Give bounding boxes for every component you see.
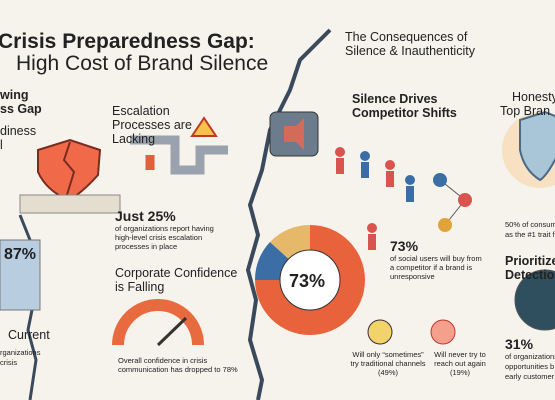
speaker	[284, 118, 304, 150]
subheading: diness	[0, 124, 37, 138]
text: opportunities b	[505, 362, 555, 371]
pedestal	[19, 194, 121, 214]
network	[433, 173, 472, 232]
donut	[254, 224, 365, 335]
text: of social users will buy from a competit…	[390, 254, 482, 281]
text: Overall confidence in crisis communicati…	[118, 356, 238, 374]
stat: 73%	[390, 238, 419, 254]
gauge-needle	[156, 316, 188, 347]
heading: The Consequences of Silence & Inauthenti…	[345, 30, 475, 58]
text: Will only “sometimes” try traditional ch…	[350, 350, 426, 377]
radar	[514, 269, 555, 331]
text: of organizations	[505, 352, 555, 361]
heading: Silence Drives Competitor Shifts	[352, 92, 457, 120]
x-icon	[430, 319, 456, 345]
gauge	[112, 299, 204, 346]
text: 50% of consum	[505, 220, 555, 229]
pipes	[130, 135, 228, 175]
title: High Cost of Brand Silence	[16, 52, 269, 75]
stat: Just 25%	[115, 208, 176, 224]
warning-icon	[190, 116, 218, 137]
heading: Top Bran	[500, 104, 551, 118]
heading: ss Gap	[0, 102, 42, 116]
text: of organizations report having high-leve…	[115, 224, 214, 251]
text: rganizations	[0, 348, 41, 357]
shield	[519, 110, 555, 182]
donut-label: 73%	[289, 271, 326, 291]
heading: Corporate Confidence is Falling	[115, 266, 238, 294]
text: early customer	[505, 372, 555, 381]
phone-icon	[367, 319, 393, 345]
text: Will never try to reach out again (19%)	[434, 350, 486, 377]
heading: Honesty	[512, 90, 555, 104]
text: as the #1 trait fo	[505, 230, 555, 239]
heading: Detection	[505, 268, 555, 282]
title: Crisis Preparedness Gap:	[0, 30, 255, 53]
text: crisis	[0, 358, 18, 367]
crack	[245, 28, 332, 400]
heading: Prioritize	[505, 254, 555, 268]
stat: 31%	[505, 336, 534, 352]
stat-box	[0, 239, 41, 311]
heading: wing	[0, 88, 29, 102]
shield-crack	[62, 141, 76, 199]
heading: Escalation Processes are Lacking	[112, 104, 192, 146]
subheading: l	[0, 138, 3, 152]
people	[335, 147, 415, 250]
stat: 87%	[4, 246, 37, 263]
caption: Current	[8, 328, 50, 342]
